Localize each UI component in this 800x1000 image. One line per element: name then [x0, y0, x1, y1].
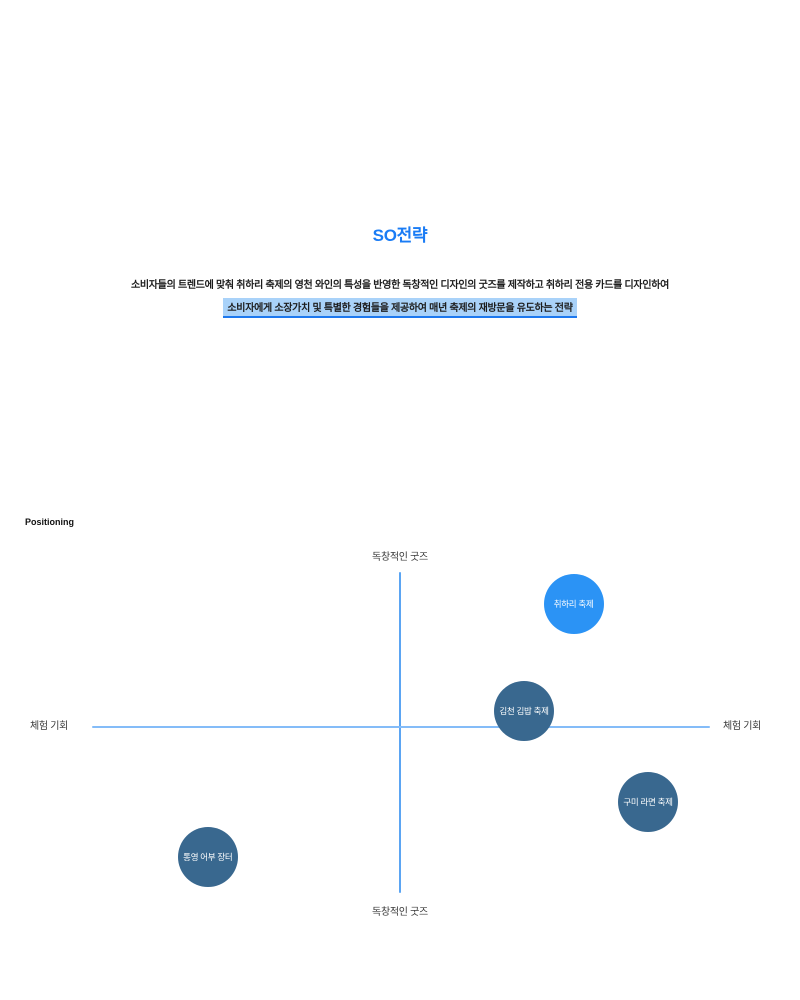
chart-bubble: 취하리 축제	[543, 573, 604, 634]
bubble-label: 김천 김밥 축제	[499, 706, 549, 716]
strategy-text-line2: 소비자에게 소장가치 및 특별한 경험들을 제공하여 매년 축제의 재방문을 유…	[0, 298, 800, 318]
page-title: SO전략	[372, 226, 428, 245]
strategy-highlighted-text: 소비자에게 소장가치 및 특별한 경험들을 제공하여 매년 축제의 재방문을 유…	[223, 298, 577, 318]
chart-bubble: 구미 라면 축제	[618, 772, 678, 833]
vertical-axis-line	[399, 572, 401, 893]
axis-label-top: 독창적인 굿즈	[372, 552, 428, 563]
axis-label-left: 체험 기회	[30, 721, 69, 732]
positioning-chart-title: Positioning	[25, 517, 74, 527]
chart-bubble: 통영 어부 장터	[177, 826, 238, 887]
bubble-label: 통영 어부 장터	[183, 851, 233, 862]
horizontal-axis-line	[92, 726, 710, 728]
chart-bubble: 김천 김밥 축제	[494, 681, 554, 741]
axis-label-right: 체험 기회	[723, 721, 762, 732]
bubble-label: 구미 라면 축제	[623, 797, 673, 808]
bubble-label: 취하리 축제	[553, 598, 594, 609]
axis-label-bottom: 독창적인 굿즈	[372, 907, 428, 918]
strategy-text-line1: 소비자들의 트렌드에 맞춰 취하리 축제의 영천 와인의 특성을 반영한 독창적…	[130, 280, 670, 291]
